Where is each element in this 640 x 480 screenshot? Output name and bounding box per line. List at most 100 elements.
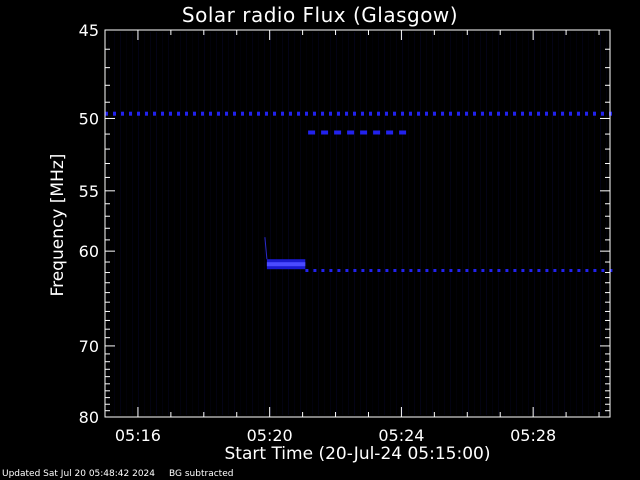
noise-streak: [558, 32, 559, 415]
noise-streak: [162, 32, 163, 415]
noise-streak: [306, 32, 307, 415]
noise-streak: [252, 32, 253, 415]
noise-streak: [336, 32, 337, 415]
noise-streak: [300, 32, 301, 415]
noise-streak: [210, 32, 211, 415]
noise-streak: [222, 32, 223, 415]
noise-streak: [582, 32, 583, 415]
noise-streak: [438, 32, 439, 415]
noise-streak: [396, 32, 397, 415]
noise-streak: [450, 32, 451, 415]
noise-streak: [366, 32, 367, 415]
noise-streak: [384, 32, 385, 415]
noise-streak: [144, 32, 145, 415]
noise-streak: [186, 32, 187, 415]
noise-streak: [234, 32, 235, 415]
noise-streak: [288, 32, 289, 415]
y-tick-label: 45: [79, 21, 99, 40]
noise-streak: [444, 32, 445, 415]
noise-streak: [426, 32, 427, 415]
noise-streak: [510, 32, 511, 415]
noise-streak: [342, 32, 343, 415]
x-axis-label: Start Time (20-Jul-24 05:15:00): [224, 444, 491, 464]
noise-streak: [150, 32, 151, 415]
noise-streak: [330, 32, 331, 415]
noise-streak: [420, 32, 421, 415]
y-axis: 45 50 55 60 70 80: [79, 21, 610, 427]
noise-streak: [414, 32, 415, 415]
noise-streak: [546, 32, 547, 415]
noise-streak: [246, 32, 247, 415]
noise-streak: [348, 32, 349, 415]
noise-streak: [486, 32, 487, 415]
noise-streak: [594, 32, 595, 415]
noise-streak: [318, 32, 319, 415]
plot-background: [105, 30, 610, 417]
noise-streak: [462, 32, 463, 415]
y-tick-label: 60: [79, 242, 99, 261]
y-tick-label: 80: [79, 408, 99, 427]
noise-streak: [174, 32, 175, 415]
noise-streak: [180, 32, 181, 415]
noise-streak: [108, 32, 109, 415]
footer: Updated Sat Jul 20 05:48:42 2024 BG subtr…: [2, 469, 247, 479]
x-tick-label: 05:24: [378, 426, 424, 445]
noise-streak: [204, 32, 205, 415]
noise-streak: [138, 32, 139, 415]
noise-streak: [576, 32, 577, 415]
noise-streak: [324, 32, 325, 415]
noise-streak: [456, 32, 457, 415]
noise-streak: [516, 32, 517, 415]
noise-streak: [468, 32, 469, 415]
feature-50-mhz-band: [105, 111, 612, 116]
x-tick-label: 05:20: [247, 426, 293, 445]
emission-features: [105, 111, 613, 272]
noise-streak: [432, 32, 433, 415]
noise-streak: [126, 32, 127, 415]
noise-streak: [540, 32, 541, 415]
noise-streak: [228, 32, 229, 415]
noise-streak: [282, 32, 283, 415]
updated-timestamp: Updated Sat Jul 20 05:48:42 2024: [2, 469, 156, 479]
chart-title: Solar radio Flux (Glasgow): [181, 3, 459, 27]
noise-streak: [216, 32, 217, 415]
background-streaks: [108, 32, 607, 415]
noise-streak: [570, 32, 571, 415]
y-axis-label: Frequency [MHz]: [48, 153, 68, 297]
x-tick-label: 05:16: [115, 426, 161, 445]
noise-streak: [492, 32, 493, 415]
bg-subtracted-note: BG subtracted: [169, 469, 234, 479]
feature-51-mhz-band: [308, 130, 407, 135]
feature-61-mhz-band: [305, 269, 613, 272]
noise-streak: [504, 32, 505, 415]
noise-streak: [480, 32, 481, 415]
noise-streak: [522, 32, 523, 415]
feature-burst: [264, 237, 306, 270]
noise-streak: [132, 32, 133, 415]
y-tick-label: 50: [79, 109, 99, 128]
noise-streak: [114, 32, 115, 415]
noise-streak: [120, 32, 121, 415]
noise-streak: [240, 32, 241, 415]
noise-streak: [264, 32, 265, 415]
x-axis: 05:16 05:20 05:24 05:28: [115, 30, 600, 445]
noise-streak: [408, 32, 409, 415]
noise-streak: [270, 32, 271, 415]
noise-streak: [402, 32, 403, 415]
noise-streak: [192, 32, 193, 415]
y-tick-label: 70: [79, 337, 99, 356]
noise-streak: [534, 32, 535, 415]
noise-streak: [564, 32, 565, 415]
noise-streak: [528, 32, 529, 415]
noise-streak: [276, 32, 277, 415]
noise-streak: [372, 32, 373, 415]
x-tick-label: 05:28: [510, 426, 556, 445]
noise-streak: [552, 32, 553, 415]
noise-streak: [378, 32, 379, 415]
noise-streak: [360, 32, 361, 415]
noise-streak: [606, 32, 607, 415]
y-tick-label: 55: [79, 182, 99, 201]
noise-streak: [498, 32, 499, 415]
noise-streak: [258, 32, 259, 415]
noise-streak: [312, 32, 313, 415]
